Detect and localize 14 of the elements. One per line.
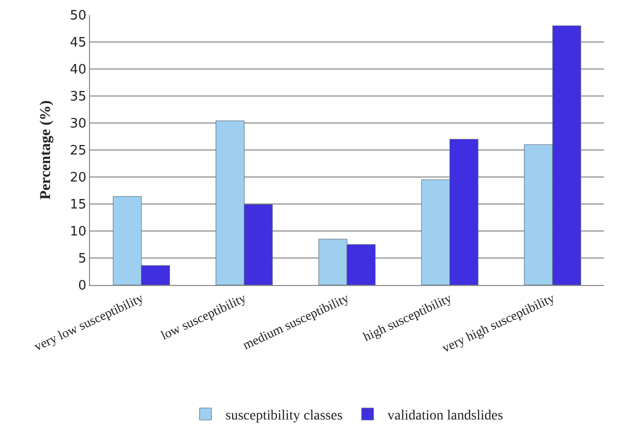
y-tick-label: 30 — [70, 116, 86, 132]
y-tick-label: 40 — [70, 62, 86, 78]
y-tick-label: 50 — [70, 8, 86, 24]
legend-label: validation landslides — [388, 408, 504, 424]
y-tick-label: 45 — [70, 36, 86, 51]
y-tick-label: 35 — [70, 90, 86, 105]
y-tick-label: 15 — [70, 198, 86, 213]
y-axis-title: Percentage (%) — [38, 100, 54, 200]
y-tick-label: 25 — [70, 144, 86, 159]
y-tick-label: 5 — [78, 252, 86, 267]
y-tick-label: 20 — [70, 170, 86, 186]
legend-label: susceptibility classes — [226, 408, 343, 424]
y-tick-label: 10 — [70, 224, 86, 240]
y-tick-label: 0 — [78, 278, 86, 294]
